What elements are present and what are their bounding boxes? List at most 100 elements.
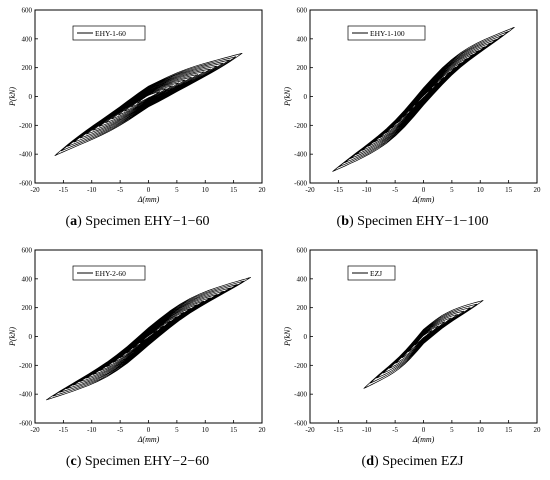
legend: EHY-1-60 <box>72 25 146 41</box>
hysteresis-curve <box>46 277 251 401</box>
y-tick-label-1: -400 <box>19 391 32 399</box>
legend-box <box>72 25 146 41</box>
y-tick-label-3: 0 <box>29 333 33 341</box>
x-tick-label-1: -15 <box>59 426 69 434</box>
caption-a-text: Specimen EHY−1−60 <box>85 214 210 229</box>
y-tick-label-1: -400 <box>294 151 307 159</box>
x-tick-label-2: -10 <box>362 426 372 434</box>
plot-frame <box>34 249 263 424</box>
x-tick-label-6: 10 <box>477 186 485 194</box>
x-tick-label-8: 20 <box>259 186 267 194</box>
y-tick-label-2: -200 <box>294 362 307 370</box>
x-tick-label-1: -15 <box>334 186 344 194</box>
y-tick-label-0: -600 <box>294 180 307 188</box>
legend-box <box>347 25 426 41</box>
hysteresis-curve <box>332 26 515 172</box>
caption-d: (d) Specimen EZJ <box>361 454 464 469</box>
x-tick-label-7: 15 <box>230 426 238 434</box>
y-tick-label-4: 200 <box>297 304 308 312</box>
x-tick-label-6: 10 <box>202 186 210 194</box>
legend: EHY-2-60 <box>72 265 146 281</box>
y-tick-label-6: 600 <box>297 247 308 255</box>
hysteresis-curve <box>54 52 243 156</box>
legend-label: EHY-1-60 <box>95 29 126 38</box>
y-axis-label: P(kN) <box>8 87 17 107</box>
y-tick-label-1: -400 <box>19 151 32 159</box>
y-tick-label-4: 200 <box>22 304 33 312</box>
x-tick-label-2: -10 <box>87 186 97 194</box>
caption-c: (c) Specimen EHY−2−60 <box>65 454 210 469</box>
chart-b: -20 -15 -10 -5 0 5 10 15 20 -600 -400 -200 0 200 400 60… <box>283 7 542 205</box>
x-tick-label-0: -20 <box>30 186 40 194</box>
x-tick-label-2: -10 <box>87 426 97 434</box>
caption-b-text: Specimen EHY−1−100 <box>357 214 489 229</box>
chart-c: -20 -15 -10 -5 0 5 10 15 20 -600 -400 -200 0 200 400 60… <box>8 247 267 445</box>
x-tick-label-6: 10 <box>477 426 485 434</box>
y-tick-label-5: 400 <box>22 35 33 43</box>
panel-a: -20 -15 -10 -5 0 5 10 15 20 -600 -400 -200 0 200 400 60… <box>0 0 275 240</box>
x-tick-label-5: 5 <box>450 186 454 194</box>
y-tick-label-5: 400 <box>297 275 308 283</box>
x-axis-label: Δ(mm) <box>412 435 435 444</box>
panel-b: -20 -15 -10 -5 0 5 10 15 20 -600 -400 -200 0 200 400 60… <box>275 0 550 240</box>
y-tick-label-0: -600 <box>19 180 32 188</box>
legend: EHY-1-100 <box>347 25 426 41</box>
y-tick-label-6: 600 <box>22 247 33 255</box>
y-tick-label-1: -400 <box>294 391 307 399</box>
x-tick-label-4: 0 <box>422 426 426 434</box>
y-tick-label-6: 600 <box>297 7 308 15</box>
chart-a: -20 -15 -10 -5 0 5 10 15 20 -600 -400 -200 0 200 400 60… <box>8 7 267 205</box>
x-tick-label-5: 5 <box>450 426 454 434</box>
y-axis-label: P(kN) <box>283 327 292 347</box>
x-tick-label-5: 5 <box>175 426 179 434</box>
y-tick-label-5: 400 <box>297 35 308 43</box>
y-tick-label-4: 200 <box>297 64 308 72</box>
x-tick-label-8: 20 <box>534 426 542 434</box>
caption-a: (a) Specimen EHY−1−60 <box>65 214 210 229</box>
x-tick-label-4: 0 <box>147 426 151 434</box>
y-tick-label-4: 200 <box>22 64 33 72</box>
x-tick-label-0: -20 <box>305 426 315 434</box>
x-axis-label: Δ(mm) <box>412 195 435 204</box>
panel-c: -20 -15 -10 -5 0 5 10 15 20 -600 -400 -200 0 200 400 60… <box>0 240 275 480</box>
hysteresis-curve <box>363 300 484 389</box>
legend-box <box>72 265 146 281</box>
caption-b: (b) Specimen EHY−1−100 <box>336 214 489 229</box>
x-axis-label: Δ(mm) <box>137 435 160 444</box>
caption-a-letter: a <box>70 214 78 229</box>
x-tick-label-3: -5 <box>392 426 398 434</box>
x-tick-label-4: 0 <box>422 186 426 194</box>
x-tick-label-0: -20 <box>30 426 40 434</box>
plot-frame <box>309 249 538 424</box>
x-tick-label-8: 20 <box>534 186 542 194</box>
y-axis-label: P(kN) <box>8 327 17 347</box>
x-tick-label-2: -10 <box>362 186 372 194</box>
caption-c-letter: c <box>70 454 77 469</box>
chart-d: -20 -15 -10 -5 0 5 10 15 20 -600 -400 -200 0 200 400 60… <box>283 247 542 445</box>
x-tick-label-1: -15 <box>334 426 344 434</box>
y-tick-label-2: -200 <box>19 362 32 370</box>
x-tick-label-8: 20 <box>259 426 267 434</box>
y-tick-label-6: 600 <box>22 7 33 15</box>
y-tick-label-0: -600 <box>294 420 307 428</box>
y-tick-label-5: 400 <box>22 275 33 283</box>
plot-frame <box>34 9 263 184</box>
x-tick-label-0: -20 <box>305 186 315 194</box>
x-tick-label-7: 15 <box>505 426 513 434</box>
x-tick-label-3: -5 <box>117 186 123 194</box>
caption-d-text: Specimen EZJ <box>382 454 464 469</box>
y-tick-label-3: 0 <box>304 333 308 341</box>
legend: EZJ <box>347 265 396 281</box>
panel-d: -20 -15 -10 -5 0 5 10 15 20 -600 -400 -200 0 200 400 60… <box>275 240 550 480</box>
caption-c-text: Specimen EHY−2−60 <box>84 454 210 469</box>
x-tick-label-7: 15 <box>230 186 238 194</box>
x-tick-label-4: 0 <box>147 186 151 194</box>
x-tick-label-3: -5 <box>392 186 398 194</box>
y-tick-label-2: -200 <box>294 122 307 130</box>
x-tick-label-3: -5 <box>117 426 123 434</box>
legend-box <box>347 265 396 281</box>
caption-b-letter: b <box>341 214 349 229</box>
x-tick-label-5: 5 <box>175 186 179 194</box>
y-tick-label-0: -600 <box>19 420 32 428</box>
x-tick-label-1: -15 <box>59 186 69 194</box>
